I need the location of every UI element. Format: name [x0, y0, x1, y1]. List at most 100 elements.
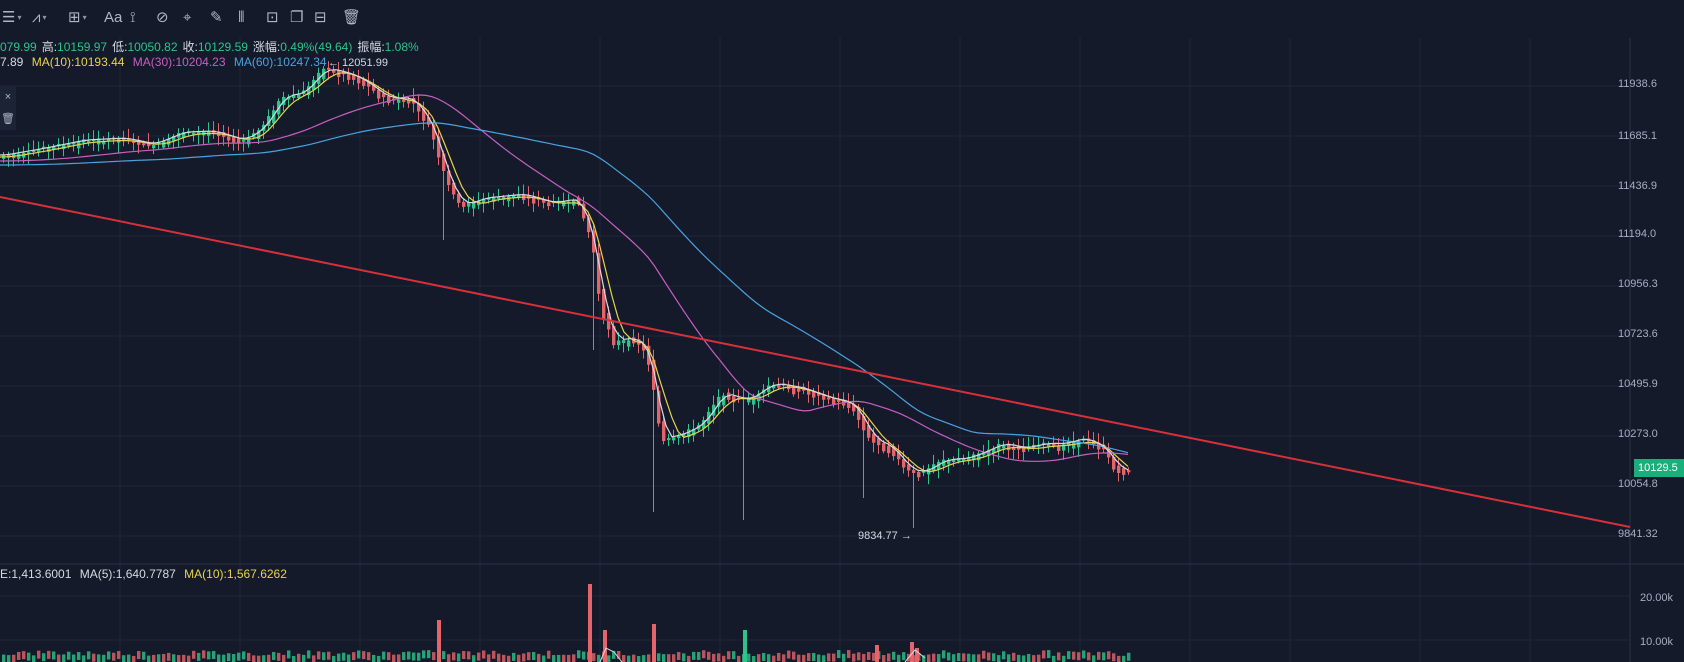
candle: [827, 397, 831, 400]
volume-bar: [112, 652, 116, 661]
panel-close-button[interactable]: ×: [0, 86, 16, 108]
volume-bar: [697, 651, 701, 660]
volume-bar: [607, 655, 611, 662]
volume-bar: [27, 652, 31, 661]
measure-frame-icon[interactable]: ⊞ ▾: [68, 9, 87, 26]
volume-bar: [1012, 652, 1016, 661]
brush-icon[interactable]: ✎: [210, 9, 223, 26]
candle: [72, 142, 76, 145]
volume-bar: [777, 652, 781, 661]
volume-bar: [627, 655, 631, 662]
volume-bar: [367, 652, 371, 661]
ma-legend: 7.89 MA(10):10193.44 MA(30):10204.23 MA(…: [0, 55, 332, 69]
volume-bar: [915, 648, 919, 662]
ma10-value: MA(10):10193.44: [31, 55, 125, 69]
volume-bar: [1042, 650, 1046, 659]
volume-ma10: MA(10):1,567.6262: [184, 567, 287, 581]
candle: [1117, 465, 1121, 474]
candle: [997, 443, 1001, 452]
volume-bar: [222, 654, 226, 662]
pattern-icon[interactable]: ⟟: [130, 9, 136, 26]
volume-bar: [197, 652, 201, 661]
volume-ma-line: [904, 649, 926, 662]
volume-bar: [792, 651, 796, 660]
volume-bar: [807, 653, 811, 662]
volume-bar: [332, 655, 336, 662]
candle: [657, 390, 661, 424]
volume-bar: [142, 651, 146, 660]
volume-bar: [7, 655, 11, 662]
volume-bar: [667, 654, 671, 662]
amplitude-label: 振幅:: [357, 40, 385, 54]
volume-bar: [387, 652, 391, 661]
volume-bar: [12, 654, 16, 662]
volume-bar: [647, 654, 651, 662]
volume-bar: [572, 654, 576, 662]
volume-bar: [192, 650, 196, 659]
volume-bar: [272, 652, 276, 661]
lines-menu-icon[interactable]: ☰ ▾: [2, 9, 22, 26]
volume-bar: [1052, 655, 1056, 662]
low-value: 10050.82: [127, 40, 178, 54]
chevron-down-icon[interactable]: ▾: [42, 13, 47, 23]
volume-bar: [952, 654, 956, 662]
volume-bar: [687, 655, 691, 662]
candle: [157, 142, 161, 145]
copy-icon[interactable]: ❐: [290, 9, 304, 26]
candle: [867, 425, 871, 438]
chevron-down-icon[interactable]: ▾: [17, 13, 22, 23]
candle: [1122, 468, 1126, 475]
candle: [702, 420, 706, 429]
panel-delete-button[interactable]: 🗑: [0, 108, 16, 130]
candle: [122, 137, 126, 141]
volume-bar: [92, 653, 96, 662]
volume-bar: [677, 651, 681, 660]
volume-bar: [292, 655, 296, 662]
volume-bar: [842, 653, 846, 662]
volume-bar: [1062, 655, 1066, 662]
volume-bar: [457, 653, 461, 662]
volume-bar: [232, 654, 236, 662]
align-icon[interactable]: ⦀: [238, 9, 245, 26]
trash-icon[interactable]: 🗑: [342, 9, 362, 26]
zigzag-icon[interactable]: ⩘ ▾: [32, 9, 47, 26]
candle: [922, 470, 926, 473]
volume-bar: [472, 655, 476, 662]
volume-bar: [852, 653, 856, 662]
volume-ma-line: [599, 647, 623, 662]
candle: [162, 140, 166, 148]
candle: [487, 197, 491, 200]
volume-bar: [237, 652, 241, 661]
volume-bar: [762, 652, 766, 661]
magnet-icon[interactable]: ⊘: [156, 9, 169, 26]
text-tool-icon[interactable]: Aa: [104, 9, 123, 26]
volume-bar: [492, 650, 496, 659]
lock-icon[interactable]: ⊡: [266, 9, 279, 26]
candle: [287, 96, 291, 100]
candle: [327, 67, 331, 70]
candle: [937, 461, 941, 470]
volume-bar: [982, 650, 986, 659]
candle: [597, 253, 601, 294]
volume-bar: [87, 651, 91, 660]
volume-bar: [512, 652, 516, 661]
candle: [847, 401, 851, 408]
candle: [422, 108, 426, 121]
volume-bar: [462, 651, 466, 660]
candle: [292, 94, 296, 99]
amplitude-value: 1.08%: [384, 40, 419, 54]
ruler-icon[interactable]: ⌖: [183, 9, 192, 26]
candle: [642, 343, 646, 351]
volume-bar: [362, 651, 366, 660]
volume-bar: [487, 654, 491, 662]
candle: [1067, 441, 1071, 447]
low-label: 低:: [112, 40, 128, 54]
candle: [677, 436, 681, 439]
screenshot-icon[interactable]: ⊟: [314, 9, 327, 26]
volume-bar: [337, 653, 341, 662]
candle: [1057, 445, 1061, 451]
chevron-down-icon[interactable]: ▾: [82, 13, 87, 23]
candle: [617, 340, 621, 346]
volume-bar: [157, 654, 161, 662]
